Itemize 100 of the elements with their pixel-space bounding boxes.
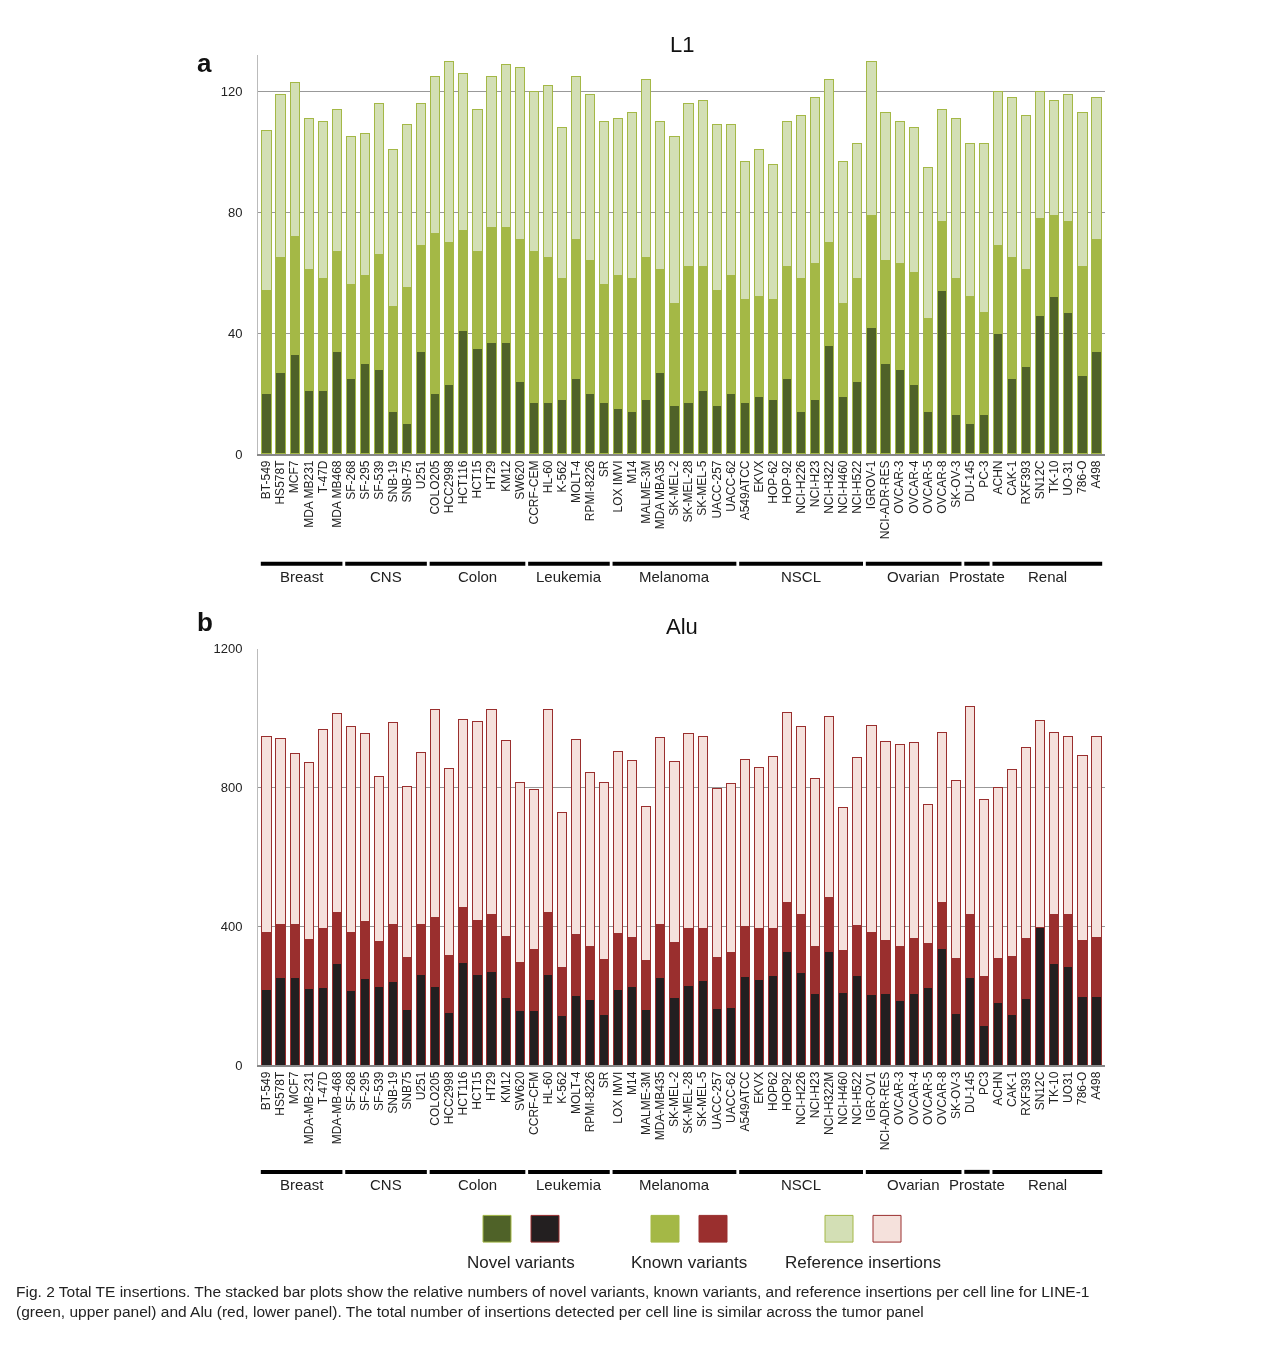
text: b: [197, 607, 213, 637]
x-tick-label: NCI-H460: [836, 1071, 851, 1125]
x-tick-label: OVCAR-8: [934, 460, 949, 514]
x-tick-label: NCI-H522: [850, 460, 865, 514]
x-tick-label: SR: [597, 460, 612, 478]
x-tick-label: CCRF-CFM: [526, 1071, 541, 1135]
x-tick-label: TK-10: [1047, 460, 1062, 494]
legend-label: Known variants: [631, 1253, 748, 1272]
x-tick-label: SF-295: [357, 460, 372, 500]
x-tick-label: HCT116: [456, 460, 471, 505]
x-tick-label: OVCAR-4: [906, 460, 921, 514]
x-tick-label: HCC2998: [442, 460, 457, 514]
x-tick-label: LOX IMVI: [611, 1071, 626, 1124]
x-tick-label: HOP62: [765, 1071, 780, 1111]
x-tick-label: SNB-75: [400, 460, 415, 503]
y-tick-label: 40: [227, 325, 243, 341]
text: Melanoma: [639, 568, 710, 585]
x-tick-label: HOP92: [779, 1071, 794, 1111]
y-tick-label: 120: [220, 84, 243, 100]
text: CNS: [370, 1176, 402, 1193]
x-tick-label: SF-268: [343, 1071, 358, 1111]
x-tick-label: UACC-62: [723, 1071, 738, 1123]
x-tick-label: SNB-19: [385, 1071, 400, 1114]
x-tick-label: BT-549: [259, 460, 274, 500]
x-tick-label: UACC-257: [709, 1071, 724, 1130]
x-tick-label: M14: [625, 460, 640, 484]
x-tick-label: SF-295: [357, 1071, 372, 1111]
x-tick-label: SF-539: [371, 1071, 386, 1111]
x-tick-label: HS578T: [273, 1070, 288, 1116]
x-tick-label: EKVX: [751, 460, 766, 493]
x-tick-label: SNB75: [400, 1071, 415, 1110]
x-tick-label: LOX IMVI: [611, 460, 626, 513]
x-tick-label: A549ATCC: [737, 1071, 752, 1132]
caption: Fig. 2 Total TE insertions. The stacked bar plots show the relative numbers of novel variants, known variants, and reference insertions per cell line for LINE-1 (green, upper panel) and Alu (red, lower panel). The total number of insertions detected per cell line is similar across the tumor panel: [16, 1283, 1090, 1321]
x-tick-label: UO31: [1061, 1071, 1076, 1103]
chart-title: L1: [670, 32, 695, 57]
x-tick-label: BT-549: [259, 1071, 274, 1111]
x-tick-label: MDA-MB-231: [301, 1071, 316, 1145]
x-tick-label: HCC2998: [442, 1071, 457, 1125]
x-tick-label: EKVX: [751, 1071, 766, 1104]
x-tick-label: HT29: [484, 460, 499, 490]
x-tick-label: OVCAR-8: [934, 1071, 949, 1125]
x-tick-label: RXF393: [1019, 1071, 1034, 1116]
text: Ovarian: [887, 1176, 940, 1193]
y-tick-label: 400: [220, 918, 243, 934]
x-tick-label: M14: [625, 1071, 640, 1095]
x-tick-label: OVCAR-3: [892, 1071, 907, 1125]
x-tick-label: MDA-MB435: [653, 1071, 668, 1141]
x-tick-label: DU-145: [962, 460, 977, 502]
text: Breast: [280, 568, 325, 585]
x-tick-label: SF-539: [371, 460, 386, 500]
text: Renal: [1028, 1176, 1068, 1193]
text: CNS: [370, 568, 402, 585]
x-tick-label: PC3: [976, 1071, 991, 1095]
x-tick-label: UO-31: [1061, 460, 1076, 496]
x-tick-label: MOLT-4: [568, 1071, 583, 1115]
x-tick-label: MCF7: [287, 1071, 302, 1105]
x-tick-label: SN12C: [1033, 1071, 1048, 1111]
x-tick-label: SK-MEL-28: [681, 1071, 696, 1134]
x-tick-label: KM12: [498, 460, 513, 492]
x-tick-label: CAK-1: [1005, 460, 1020, 496]
x-tick-label: HCT15: [470, 460, 485, 499]
text: Prostate: [949, 568, 1005, 585]
x-tick-label: COLO205: [428, 460, 443, 515]
x-tick-label: SK-OV-3: [948, 1071, 963, 1119]
x-tick-label: K-562: [554, 1071, 569, 1104]
x-tick-label: HL-60: [540, 1071, 555, 1105]
x-tick-label: COLO205: [428, 1071, 443, 1126]
x-tick-label: A498: [1089, 1071, 1104, 1100]
x-tick-label: SN12C: [1033, 460, 1048, 500]
x-tick-label: A549ATCC: [737, 460, 752, 521]
x-tick-label: RPMI-8226: [582, 460, 597, 522]
x-tick-label: NCI-H322M: [822, 1071, 837, 1135]
x-tick-label: MCF7: [287, 460, 302, 494]
y-tick-label: 80: [227, 204, 243, 220]
x-tick-label: SW620: [512, 1071, 527, 1111]
x-tick-label: MALME-3M: [639, 460, 654, 524]
x-tick-label: SK-OV-3: [948, 460, 963, 508]
x-tick-label: SF-268: [343, 460, 358, 500]
x-tick-label: HS578T: [273, 459, 288, 505]
x-tick-label: OVCAR-5: [920, 460, 935, 514]
x-tick-label: NCI-H23: [808, 1071, 823, 1119]
text: a: [197, 48, 212, 78]
text: Leukemia: [536, 568, 602, 585]
x-tick-label: 786-O: [1075, 460, 1090, 494]
x-tick-label: NCI-H226: [793, 460, 808, 514]
x-tick-label: HT29: [484, 1071, 499, 1101]
x-tick-label: OVCAR-3: [892, 460, 907, 514]
x-tick-label: HOP-92: [779, 460, 794, 504]
legend-label: Novel variants: [467, 1253, 575, 1272]
x-tick-label: RXF393: [1019, 460, 1034, 505]
x-tick-label: KM12: [498, 1071, 513, 1103]
x-tick-label: UACC-257: [709, 460, 724, 519]
x-tick-label: 786-O: [1075, 1071, 1090, 1105]
x-tick-label: UACC-62: [723, 460, 738, 512]
text: NSCL: [781, 1176, 822, 1193]
x-tick-label: DU-145: [962, 1071, 977, 1113]
chart-title: Alu: [666, 614, 698, 639]
x-tick-label: HL-60: [540, 460, 555, 494]
x-tick-label: HOP-62: [765, 460, 780, 504]
